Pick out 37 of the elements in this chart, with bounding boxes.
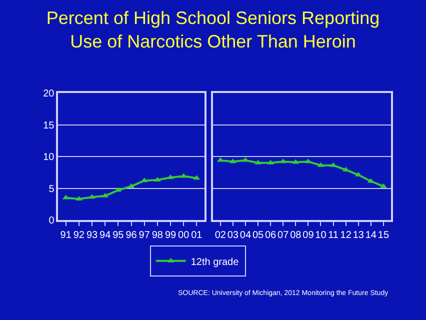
- x-tick-label: 02: [214, 230, 226, 241]
- x-tick-label: 15: [378, 230, 390, 241]
- x-tick-label: 11: [328, 230, 339, 241]
- legend-label: 12th grade: [190, 256, 240, 268]
- x-tick-label: 13: [352, 230, 364, 241]
- y-tick-label: 20: [43, 88, 55, 100]
- chart-title: Percent of High School Seniors Reporting Use of Narcotics Other Than Heroin: [46, 8, 380, 52]
- x-tick-label: 08: [290, 230, 302, 241]
- point: [254, 160, 262, 164]
- point: [167, 174, 174, 179]
- x-tick-label: 03: [227, 230, 239, 241]
- point: [380, 183, 387, 188]
- x-tick-label: 01: [191, 230, 203, 241]
- point: [88, 194, 96, 199]
- x-tick-label: 04: [240, 230, 252, 241]
- x-tick-label: 98: [152, 230, 164, 241]
- x-tick-label: 91: [60, 230, 72, 241]
- x-tick-label: 92: [73, 230, 85, 241]
- point: [242, 157, 249, 162]
- y-tick-label: 5: [48, 184, 55, 195]
- x-tick-label: 14: [365, 230, 377, 241]
- x-tick-label: 06: [264, 230, 277, 241]
- x-tick-label: 95: [112, 230, 124, 241]
- x-tick-label: 05: [252, 230, 264, 241]
- y-tick-label: 10: [43, 152, 55, 163]
- x-tick-label: 97: [138, 230, 150, 241]
- y-tick-label: 15: [43, 120, 55, 132]
- x-tick-label: 10: [315, 230, 327, 241]
- x-tick-label: 96: [126, 230, 138, 241]
- y-tick-label: 0: [48, 216, 55, 226]
- x-tick-label: 09: [302, 230, 314, 241]
- x-tick-label: 07: [278, 230, 290, 241]
- x-tick-label: 00: [178, 230, 190, 241]
- x-tick-label: 94: [100, 230, 112, 241]
- x-tick-label: 12: [340, 230, 352, 241]
- x-tick-label: 99: [164, 230, 177, 241]
- x-tick-label: 93: [86, 230, 98, 241]
